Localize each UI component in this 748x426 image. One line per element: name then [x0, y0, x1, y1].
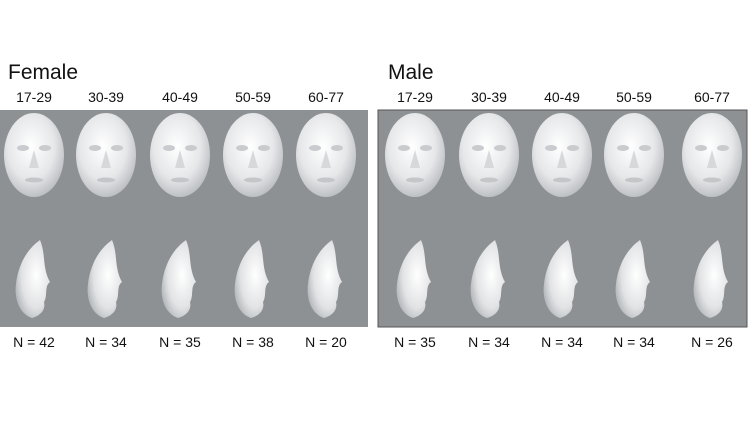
- age-group: 30-39: [471, 89, 507, 105]
- sample-size: N = 34: [468, 334, 510, 350]
- sample-size: N = 34: [85, 334, 127, 350]
- face-profile: [470, 240, 505, 318]
- eye: [420, 145, 432, 151]
- eye: [639, 145, 651, 151]
- nose: [29, 150, 39, 168]
- age-group: 17-29: [16, 89, 52, 105]
- mouth: [244, 177, 262, 183]
- eye: [695, 145, 707, 151]
- age-group: 30-39: [88, 89, 124, 105]
- mouth: [406, 177, 424, 183]
- eye: [472, 145, 484, 151]
- eye: [185, 145, 197, 151]
- mouth: [480, 177, 498, 183]
- mouth: [171, 177, 189, 183]
- eye: [89, 145, 101, 151]
- nose: [484, 150, 494, 168]
- eye: [567, 145, 579, 151]
- panel-title: Female: [8, 61, 78, 84]
- face-profile: [693, 240, 728, 318]
- face-profile: [87, 240, 122, 318]
- mouth: [317, 177, 335, 183]
- age-group: 50-59: [235, 89, 271, 105]
- face-profile: [15, 240, 50, 318]
- eye: [717, 145, 729, 151]
- mouth: [25, 177, 43, 183]
- face-profile: [234, 240, 269, 318]
- sample-size: N = 35: [159, 334, 201, 350]
- sample-size: N = 35: [394, 334, 436, 350]
- eye: [309, 145, 321, 151]
- mouth: [553, 177, 571, 183]
- nose: [629, 150, 639, 168]
- eye: [545, 145, 557, 151]
- mouth: [625, 177, 643, 183]
- eye: [617, 145, 629, 151]
- sample-size: N = 26: [691, 334, 733, 350]
- panel-title: Male: [388, 61, 434, 84]
- nose: [707, 150, 717, 168]
- eye: [398, 145, 410, 151]
- eye: [331, 145, 343, 151]
- sample-size: N = 38: [232, 334, 274, 350]
- age-group: 40-49: [544, 89, 580, 105]
- nose: [248, 150, 258, 168]
- sample-size: N = 42: [13, 334, 55, 350]
- nose: [175, 150, 185, 168]
- age-group: 60-77: [308, 89, 344, 105]
- age-group: 40-49: [162, 89, 198, 105]
- eye: [111, 145, 123, 151]
- nose: [321, 150, 331, 168]
- age-group: 50-59: [616, 89, 652, 105]
- eye: [17, 145, 29, 151]
- eye: [258, 145, 270, 151]
- face-profile: [307, 240, 342, 318]
- sample-size: N = 34: [613, 334, 655, 350]
- mouth: [97, 177, 115, 183]
- face-profile: [615, 240, 650, 318]
- sample-size: N = 34: [541, 334, 583, 350]
- face-profile: [543, 240, 578, 318]
- eye: [236, 145, 248, 151]
- eye: [39, 145, 51, 151]
- face-profile: [161, 240, 196, 318]
- age-group: 17-29: [397, 89, 433, 105]
- nose: [410, 150, 420, 168]
- face-profile: [396, 240, 431, 318]
- eye: [163, 145, 175, 151]
- nose: [101, 150, 111, 168]
- sample-size: N = 20: [305, 334, 347, 350]
- age-group: 60-77: [694, 89, 730, 105]
- mouth: [703, 177, 721, 183]
- eye: [494, 145, 506, 151]
- nose: [557, 150, 567, 168]
